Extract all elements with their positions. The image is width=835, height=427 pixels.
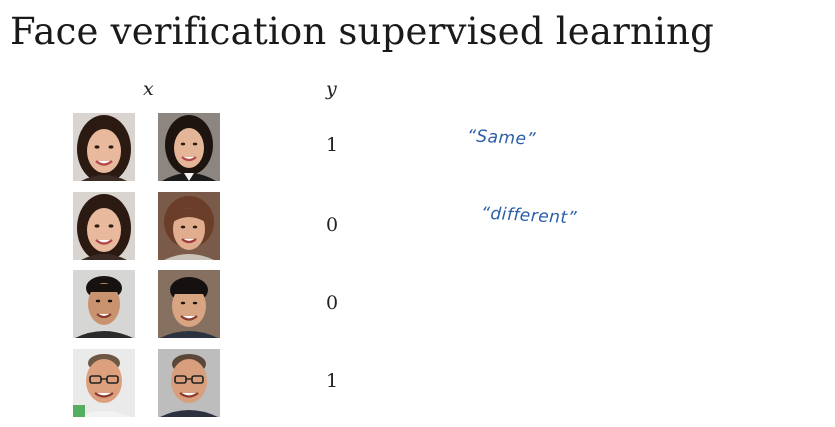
face-photo-man-a	[73, 270, 135, 338]
label-y-row-1: 1	[326, 134, 339, 156]
face-photo-woman-a	[73, 192, 135, 260]
x-column-header: x	[143, 78, 154, 100]
handwritten-note-different: “different”	[480, 203, 578, 229]
slide-title: Face verification supervised learning	[10, 10, 715, 53]
label-y-row-3: 0	[326, 292, 339, 314]
label-y-row-2: 0	[326, 214, 339, 236]
face-photo-woman-a	[73, 113, 135, 181]
y-column-header: y	[326, 78, 337, 100]
handwritten-note-same: “Same”	[466, 126, 537, 150]
face-photo-woman-b	[158, 113, 220, 181]
label-y-row-4: 1	[326, 370, 339, 392]
face-photo-man-glasses-b	[158, 349, 220, 417]
face-photo-man-glasses-a	[73, 349, 135, 417]
face-photo-man-b	[158, 270, 220, 338]
face-photo-older-woman	[158, 192, 220, 260]
